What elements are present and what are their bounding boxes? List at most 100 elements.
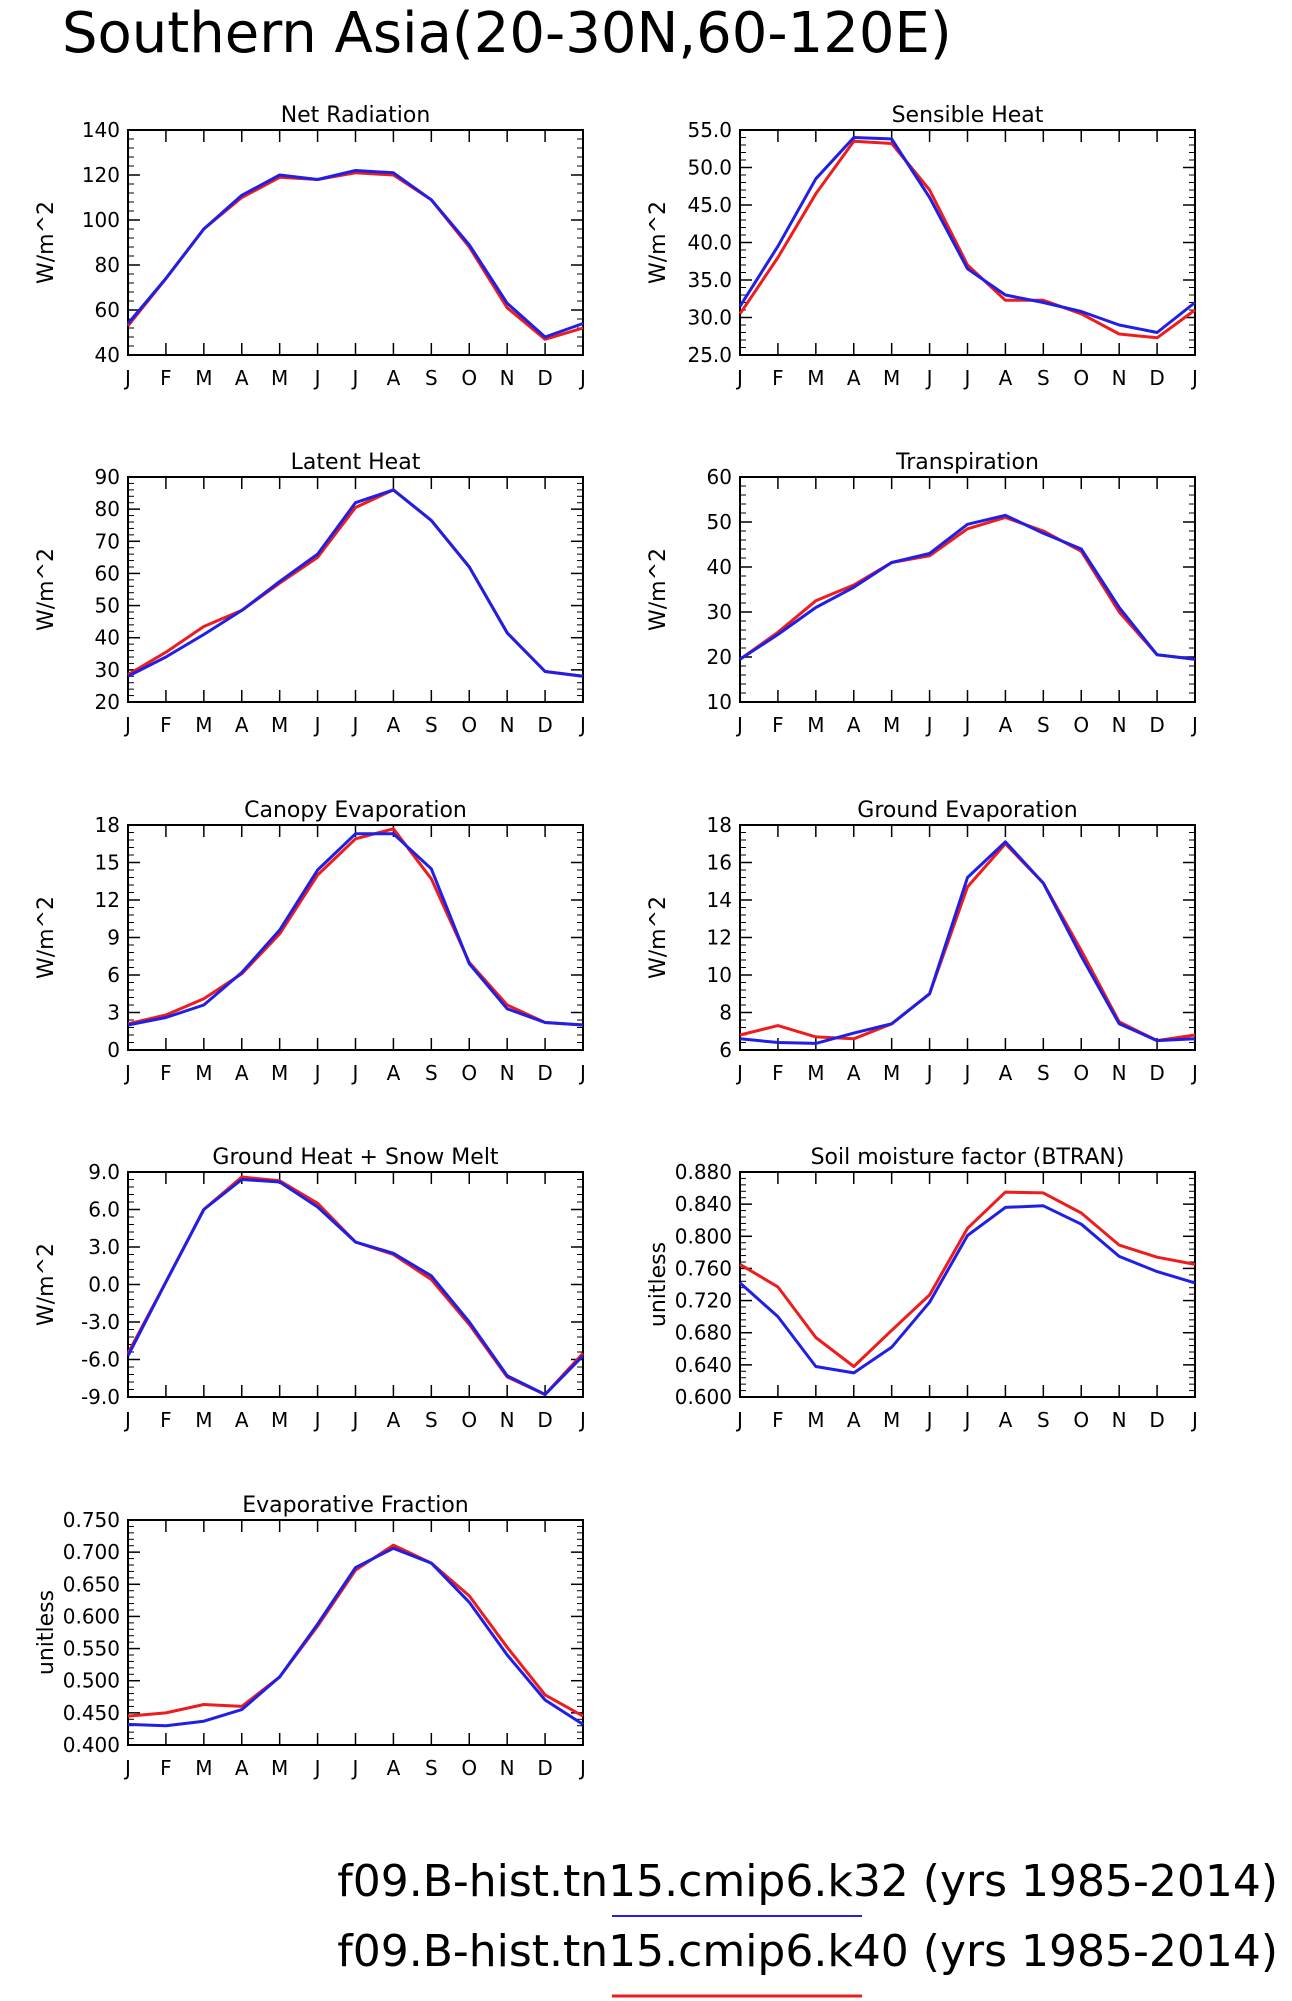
panel-3-xtick-label: O [1073, 713, 1089, 737]
panel-1-ytick-label: 30.0 [687, 306, 732, 330]
panel-3-ytick-label: 10 [707, 690, 732, 714]
panel-6-title: Ground Heat + Snow Melt [212, 1145, 499, 1170]
panel-6-ytick-label: -6.0 [81, 1348, 120, 1372]
panel-1-ytick-label: 45.0 [687, 193, 732, 217]
panel-6-xtick-label: J [313, 1408, 321, 1432]
panel-7-xtick-label: J [925, 1408, 933, 1432]
panel-6-xtick-label: D [537, 1408, 552, 1432]
panel-6-ytick-label: -9.0 [81, 1385, 120, 1409]
panel-3-xtick-label: M [883, 713, 900, 737]
panel-2-xtick-label: A [387, 713, 401, 737]
panel-4-ytick-label: 0 [107, 1038, 120, 1062]
panel-0-ytick-label: 100 [82, 208, 120, 232]
panel-3-xtick-label: D [1149, 713, 1164, 737]
panel-2-series-k32-line [127, 488, 584, 678]
panel-2-ytick-label: 30 [95, 658, 120, 682]
panel-7-xtick-label: M [883, 1408, 900, 1432]
panel-5-xtick-label: M [883, 1061, 900, 1085]
panel-8-xtick-label: A [235, 1756, 249, 1780]
panel-7-ytick-label: 0.760 [675, 1256, 732, 1280]
panel-6-xtick-label: F [160, 1408, 172, 1432]
panel-8-frame [127, 1519, 584, 1746]
panel-2-frame [127, 476, 584, 703]
panel-6-ytick-label: -3.0 [81, 1310, 120, 1334]
panel-7-xtick-label: A [847, 1408, 861, 1432]
panel-8-ytick-label: 0.750 [63, 1508, 120, 1532]
panel-2-xtick-label: D [537, 713, 552, 737]
panel-7-xtick-label: A [999, 1408, 1013, 1432]
panel-6-series-k40-line [126, 1175, 585, 1396]
panel-7-series-k40-line [739, 1190, 1196, 1368]
panel-2-ytick-label: 80 [95, 497, 120, 521]
panel-1-ytick-label: 25.0 [687, 343, 732, 367]
panel-0-ytick-label: 140 [82, 118, 120, 142]
panel-8-xtick-label: O [461, 1756, 477, 1780]
panel-7-ylabel: unitless [646, 1242, 671, 1327]
panel-6-frame [127, 1171, 584, 1398]
panel-1-xtick-label: J [925, 366, 933, 390]
panel-1-xtick-label: J [1190, 366, 1198, 390]
panel-5-xtick-label: A [847, 1061, 861, 1085]
panel-3-xtick-label: J [963, 713, 971, 737]
panel-6-ytick-label: 6.0 [88, 1198, 120, 1222]
panel-8-series-k32-line [127, 1546, 584, 1728]
panel-0-ytick-label: 40 [95, 343, 120, 367]
legend-entry-k40-label: f09.B-hist.tn15.cmip6.k40 (yrs 1985-2014… [337, 1926, 1278, 1977]
panel-5-frame [739, 824, 1196, 1051]
panel-5-xtick-label: F [772, 1061, 784, 1085]
panel-1-xtick-label: M [883, 366, 900, 390]
panel-4-xtick-label: F [160, 1061, 172, 1085]
panel-0-xtick-label: J [578, 366, 586, 390]
panel-5-ytick-label: 12 [707, 926, 732, 950]
panel-4-series-k40-line [127, 827, 584, 1027]
panel-7-ytick-label: 0.640 [675, 1353, 732, 1377]
panel-3-xtick-label: A [847, 713, 861, 737]
panel-2-title: Latent Heat [291, 450, 421, 475]
panel-1-series-k40-line [738, 139, 1196, 340]
panel-3-ytick-label: 20 [707, 645, 732, 669]
panel-8-xtick-label: M [195, 1756, 212, 1780]
panel-7-ytick-label: 0.680 [675, 1321, 732, 1345]
panel-1-xtick-label: J [735, 366, 743, 390]
panel-7-xtick-label: S [1037, 1408, 1050, 1432]
panel-6-xtick-label: O [461, 1408, 477, 1432]
panel-5-ylabel: W/m^2 [646, 896, 671, 979]
panel-4-xtick-label: M [271, 1061, 288, 1085]
panel-2-ytick-label: 20 [95, 690, 120, 714]
panel-7-ytick-label: 0.720 [675, 1289, 732, 1313]
panel-1-xtick-label: A [847, 366, 861, 390]
panel-0-ytick-label: 80 [95, 253, 120, 277]
panel-0-series-k40-line [126, 171, 584, 341]
panel-2-xtick-label: N [500, 713, 515, 737]
panel-1-xtick-label: M [807, 366, 824, 390]
panel-5-ytick-label: 8 [719, 1001, 732, 1025]
panel-2-ytick-label: 90 [95, 465, 120, 489]
panel-1-ylabel: W/m^2 [646, 201, 671, 284]
panel-5-xtick-label: N [1112, 1061, 1127, 1085]
panel-2-series-k40-line [127, 488, 584, 678]
panel-1-xtick-label: A [999, 366, 1013, 390]
panel-5-xtick-label: S [1037, 1061, 1050, 1085]
panel-8-xtick-label: J [123, 1756, 131, 1780]
panel-4-xtick-label: A [387, 1061, 401, 1085]
panel-8-xtick-label: J [578, 1756, 586, 1780]
panel-1-xtick-label: D [1149, 366, 1164, 390]
panel-0-xtick-label: A [235, 366, 249, 390]
panel-8: Evaporative Fraction unitless 0.400 0.450 0.… [34, 1493, 586, 1780]
panel-8-ytick-label: 0.450 [63, 1701, 120, 1725]
panel-7-xtick-label: J [963, 1408, 971, 1432]
panel-6-xtick-label: N [500, 1408, 515, 1432]
panel-3-ylabel: W/m^2 [646, 548, 671, 631]
panel-8-xtick-label: A [387, 1756, 401, 1780]
panel-0-xtick-label: J [313, 366, 321, 390]
panel-5-ytick-label: 16 [707, 851, 732, 875]
panel-5-xtick-label: A [999, 1061, 1013, 1085]
panel-2-ylabel: W/m^2 [34, 548, 59, 631]
panel-5-ytick-label: 6 [719, 1038, 732, 1062]
panel-4-ytick-label: 3 [107, 1001, 120, 1025]
